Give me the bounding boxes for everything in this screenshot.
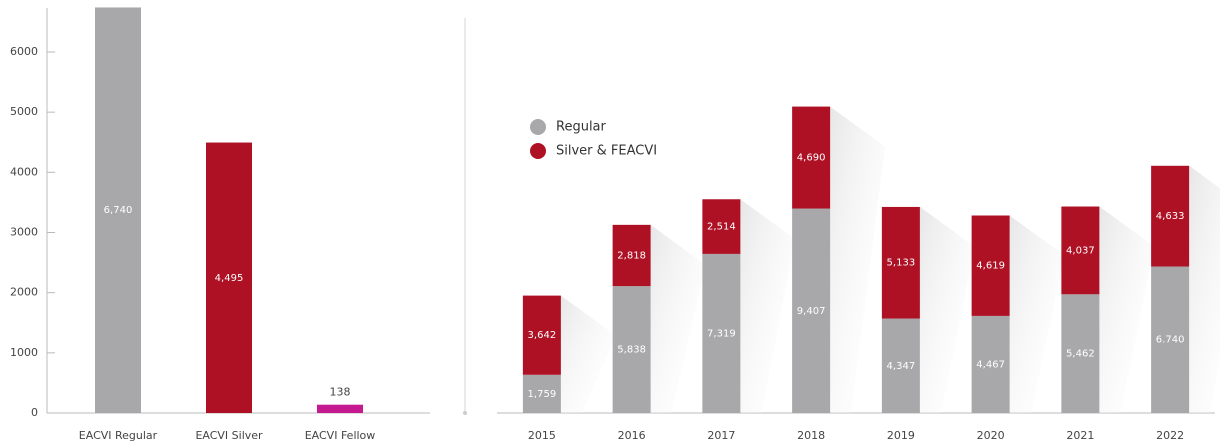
shadow	[1189, 165, 1220, 413]
bar	[206, 142, 252, 413]
legend-swatch	[530, 143, 546, 159]
x-tick-label: 2015	[528, 429, 556, 442]
value-label: 4,633	[1156, 211, 1185, 222]
bar	[95, 7, 141, 414]
y-tick-label: 6000	[10, 45, 38, 58]
bar-segment	[702, 199, 741, 254]
value-label: 5,838	[617, 345, 646, 356]
value-label: 9,407	[797, 306, 826, 317]
shadow	[1009, 215, 1065, 413]
y-tick-label: 4000	[10, 165, 38, 178]
y-tick-label: 3000	[10, 226, 38, 239]
value-label: 4,037	[1066, 245, 1095, 256]
bar-segment	[612, 286, 651, 413]
x-tick-label: 2016	[618, 429, 646, 442]
bar-segment	[702, 253, 741, 413]
bar-segment	[971, 215, 1010, 316]
x-tick-label: 2021	[1066, 429, 1094, 442]
value-label: 6,740	[104, 205, 133, 216]
shadow	[650, 224, 706, 413]
bar-segment	[792, 106, 831, 209]
value-label: 4,347	[887, 361, 916, 372]
x-tick-label: 2017	[707, 429, 735, 442]
value-label: 6.740	[1156, 335, 1185, 346]
shadow	[560, 295, 616, 413]
bar-segment	[881, 318, 920, 413]
bar-segment	[522, 374, 561, 413]
value-label: 4,619	[976, 261, 1005, 272]
x-tick-label: 2019	[887, 429, 915, 442]
shadow	[830, 106, 886, 413]
value-label: 4,495	[215, 273, 244, 284]
bar-segment	[1061, 294, 1100, 413]
x-tick-label: 2022	[1156, 429, 1184, 442]
value-label: 3,642	[528, 330, 557, 341]
x-tick-label: 2020	[977, 429, 1005, 442]
x-tick-label: EACVI Regular	[79, 429, 158, 442]
bar-segment	[1151, 266, 1190, 413]
shadow	[740, 199, 796, 413]
legend-label: Regular	[556, 120, 607, 135]
x-tick-label: 2018	[797, 429, 825, 442]
bar-segment	[792, 208, 831, 413]
legend-label: Silver & FEACVI	[556, 144, 657, 159]
y-tick-label: 0	[31, 406, 38, 419]
bar-segment	[881, 206, 920, 319]
value-label: 5,133	[887, 258, 916, 269]
bar	[317, 404, 363, 413]
x-tick-label: EACVI Fellow	[305, 429, 376, 442]
bar-segment	[971, 315, 1010, 413]
y-tick-label: 5000	[10, 105, 38, 118]
value-label: 1,759	[528, 389, 557, 400]
value-label: 5,462	[1066, 349, 1095, 360]
bar-segment	[522, 295, 561, 375]
shadow	[1099, 206, 1155, 413]
y-tick-label: 2000	[10, 286, 38, 299]
y-tick-label: 1000	[10, 346, 38, 359]
x-tick-label: EACVI Silver	[195, 429, 263, 442]
value-label: 4,467	[976, 359, 1005, 370]
value-label: 4,690	[797, 153, 826, 164]
bar-segment	[1061, 206, 1100, 295]
shadow	[919, 206, 975, 413]
value-label: 2,818	[617, 250, 646, 261]
value-label: 2,514	[707, 222, 736, 233]
value-label: 138	[330, 386, 351, 399]
bar-segment	[1151, 165, 1190, 267]
bar-segment	[612, 224, 651, 287]
value-label: 7,319	[707, 328, 736, 339]
legend-swatch	[530, 119, 546, 135]
divider-dot	[463, 411, 467, 415]
